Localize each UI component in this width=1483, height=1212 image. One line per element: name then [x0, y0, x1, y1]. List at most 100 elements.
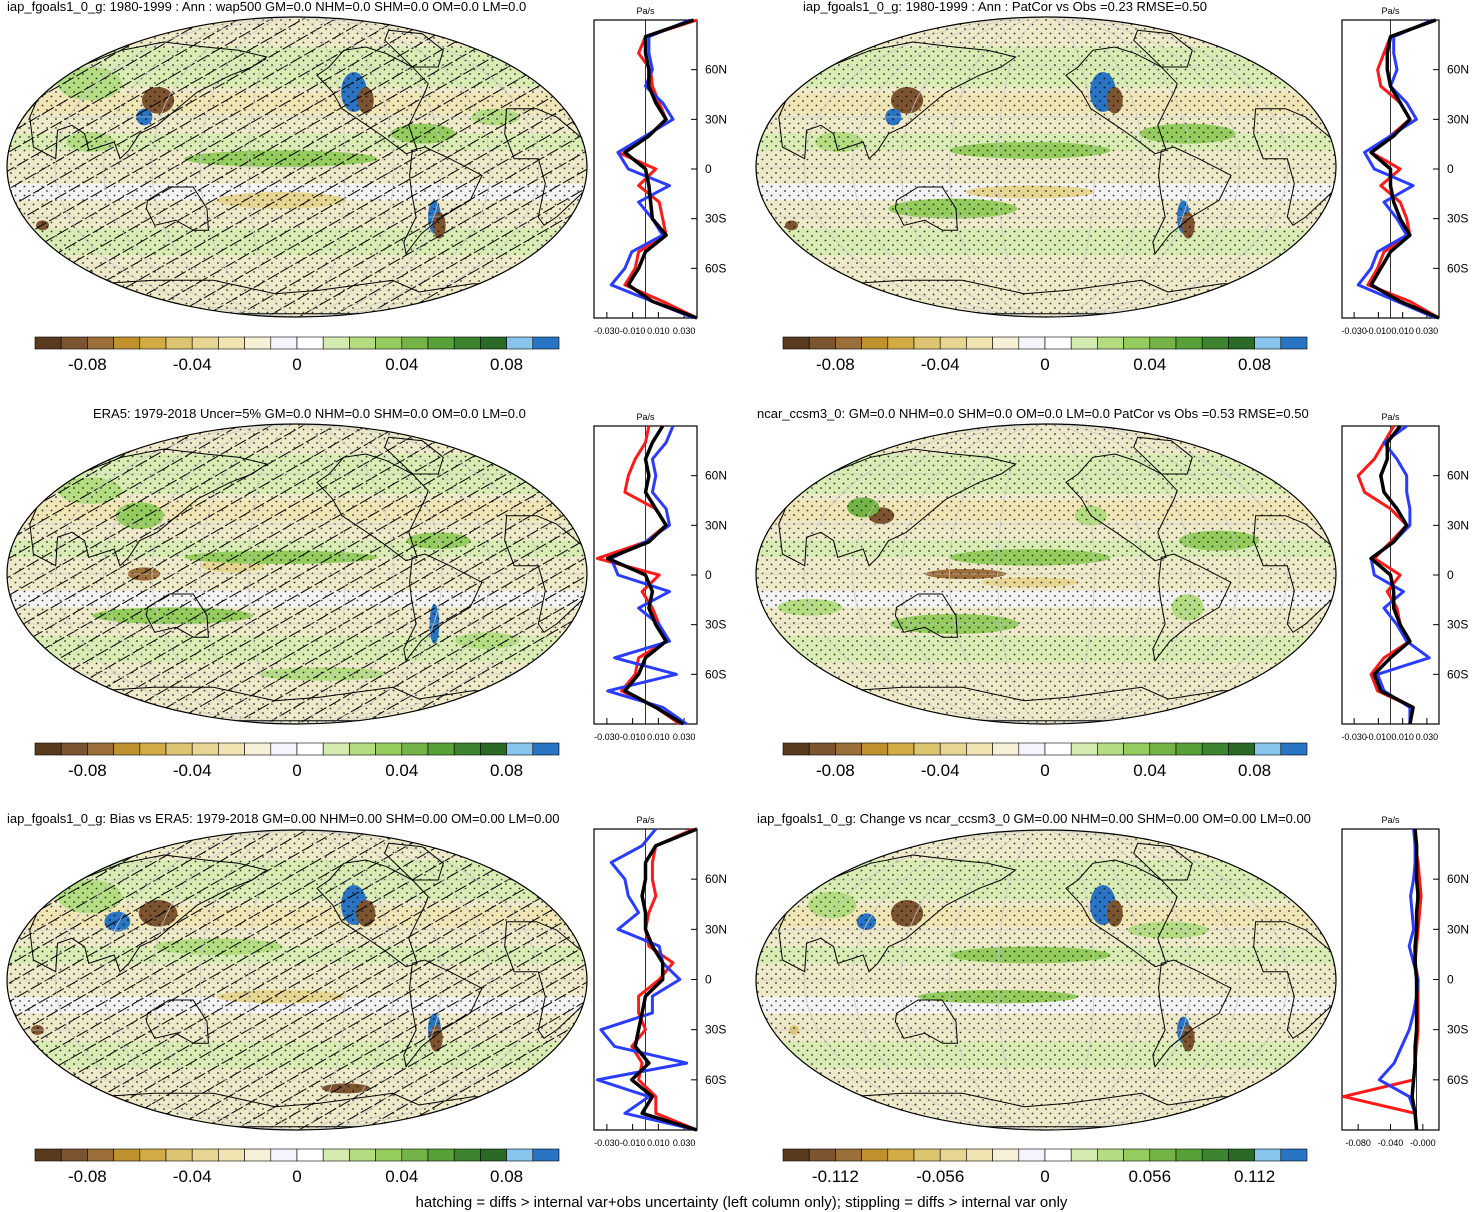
- colorbar-swatch: [992, 336, 1020, 350]
- colorbar-tick-label: 0.08: [490, 761, 523, 780]
- colorbar-tick-label: -0.04: [921, 355, 960, 374]
- x-tick-label: 0.010: [1391, 326, 1414, 336]
- coastline: [316, 46, 429, 155]
- colorbar-swatch: [113, 742, 141, 756]
- zonal-series-red: [630, 827, 698, 1132]
- coastline: [1065, 46, 1178, 155]
- zonal-series-black: [1369, 18, 1440, 320]
- zonal-series-blue: [1369, 424, 1431, 724]
- lat-tick-label: 30N: [705, 922, 727, 936]
- colorbar-swatch: [835, 1148, 862, 1162]
- graticule: [55, 830, 539, 1130]
- lat-tick-label: 0: [1447, 568, 1454, 582]
- colorbar-swatch: [506, 1148, 534, 1162]
- colorbar-tick-label: 0.04: [1133, 761, 1166, 780]
- colorbar-swatch: [1228, 742, 1255, 756]
- colorbar: -0.08 -0.04 0 0.04 0.08: [782, 742, 1308, 780]
- colorbar-swatch: [1228, 1148, 1255, 1162]
- graticule: [151, 424, 443, 724]
- colorbar-swatch: [808, 336, 836, 350]
- colorbar-swatch: [191, 336, 219, 350]
- lat-tick-label: 30N: [1447, 922, 1469, 936]
- colorbar-swatch: [165, 742, 193, 756]
- colorbar-swatch: [244, 742, 272, 756]
- x-tick-label: -0.030: [1341, 326, 1367, 336]
- colorbar-swatch: [113, 336, 141, 350]
- colorbar-swatch: [1254, 1148, 1282, 1162]
- colorbar-swatch: [966, 1148, 993, 1162]
- colorbar-tick-label: -0.08: [816, 355, 855, 374]
- graticule: [103, 424, 491, 724]
- colorbar-tick-label: 0.04: [385, 761, 418, 780]
- colorbar-swatch: [191, 1148, 219, 1162]
- colorbar-swatch: [87, 1148, 114, 1162]
- colorbar-swatch: [480, 742, 507, 756]
- coastline: [145, 186, 209, 231]
- colorbar-tick-label: 0: [1040, 761, 1049, 780]
- graticule: [949, 424, 1143, 724]
- colorbar-swatch: [401, 1148, 429, 1162]
- colorbar: -0.08 -0.04 0 0.04 0.08: [782, 336, 1308, 374]
- lat-tick-label: 30S: [1447, 1023, 1468, 1037]
- coastline: [1152, 553, 1232, 662]
- colorbar-swatch: [835, 742, 862, 756]
- colorbar-swatch: [532, 1148, 560, 1162]
- graticule: [248, 830, 346, 1130]
- colorbar-swatch: [1018, 1148, 1046, 1162]
- colorbar-tick-label: -0.08: [68, 1167, 107, 1186]
- lat-tick-label: 0: [705, 162, 712, 176]
- zonal-unit-label: Pa/s: [636, 412, 655, 422]
- panel-title: ERA5: 1979-2018 Uncer=5% GM=0.0 NHM=0.0 …: [93, 406, 526, 421]
- x-tick-label: -0.080: [1345, 1138, 1371, 1148]
- colorbar-tick-label: 0.112: [1234, 1167, 1275, 1186]
- colorbar-swatch: [887, 1148, 915, 1162]
- colorbar-swatch: [87, 336, 114, 350]
- lat-tick-label: 0: [705, 568, 712, 582]
- colorbar-swatch: [349, 336, 376, 350]
- colorbar-swatch: [506, 742, 534, 756]
- colorbar-swatch: [113, 1148, 141, 1162]
- colorbar-swatch: [60, 336, 88, 350]
- coastline: [403, 146, 483, 255]
- x-tick-label: -0.010: [1366, 326, 1392, 336]
- colorbar-swatch: [165, 336, 193, 350]
- lat-tick-label: 60S: [705, 667, 726, 681]
- graticule: [151, 830, 443, 1130]
- coastline: [504, 108, 587, 226]
- colorbar-swatch: [1070, 742, 1098, 756]
- panel-1: iap_fgoals1_0_g: 1980-1999 : Ann : wap50…: [6, 0, 727, 374]
- colorbar-swatch: [322, 1148, 350, 1162]
- lat-tick-label: 0: [1447, 162, 1454, 176]
- colorbar-swatch: [782, 742, 810, 756]
- map: [756, 424, 1336, 724]
- x-tick-label: 0.010: [647, 1138, 670, 1148]
- colorbar-swatch: [139, 336, 167, 350]
- colorbar-swatch: [218, 742, 245, 756]
- colorbar-swatch: [1280, 336, 1308, 350]
- colorbar-swatch: [782, 336, 810, 350]
- colorbar-swatch: [1097, 1148, 1124, 1162]
- panel-title: ncar_ccsm3_0: GM=0.0 NHM=0.0 SHM=0.0 OM=…: [757, 406, 1309, 421]
- lat-tick-label: 30N: [1447, 112, 1469, 126]
- colorbar-swatch: [1280, 742, 1308, 756]
- graticule: [949, 17, 1143, 317]
- graticule: [852, 830, 1240, 1130]
- lat-tick-label: 30S: [705, 1023, 726, 1037]
- colorbar-swatch: [375, 1148, 403, 1162]
- zonal-series-blue: [609, 18, 695, 320]
- colorbar-tick-label: -0.056: [916, 1167, 964, 1186]
- x-tick-label: 0.030: [1416, 732, 1439, 742]
- colorbar-swatch: [1044, 336, 1072, 350]
- lat-tick-label: 0: [1447, 973, 1454, 987]
- panel-3: ERA5: 1979-2018 Uncer=5% GM=0.0 NHM=0.0 …: [6, 406, 727, 780]
- colorbar-swatch: [34, 1148, 62, 1162]
- zonal-series-black: [623, 18, 698, 320]
- graticule: [900, 830, 1192, 1130]
- coastline: [1133, 29, 1193, 68]
- colorbar-swatch: [453, 1148, 481, 1162]
- zonal-series-red: [1356, 425, 1415, 725]
- zonal-unit-label: Pa/s: [1381, 815, 1400, 825]
- coastline: [1133, 436, 1193, 475]
